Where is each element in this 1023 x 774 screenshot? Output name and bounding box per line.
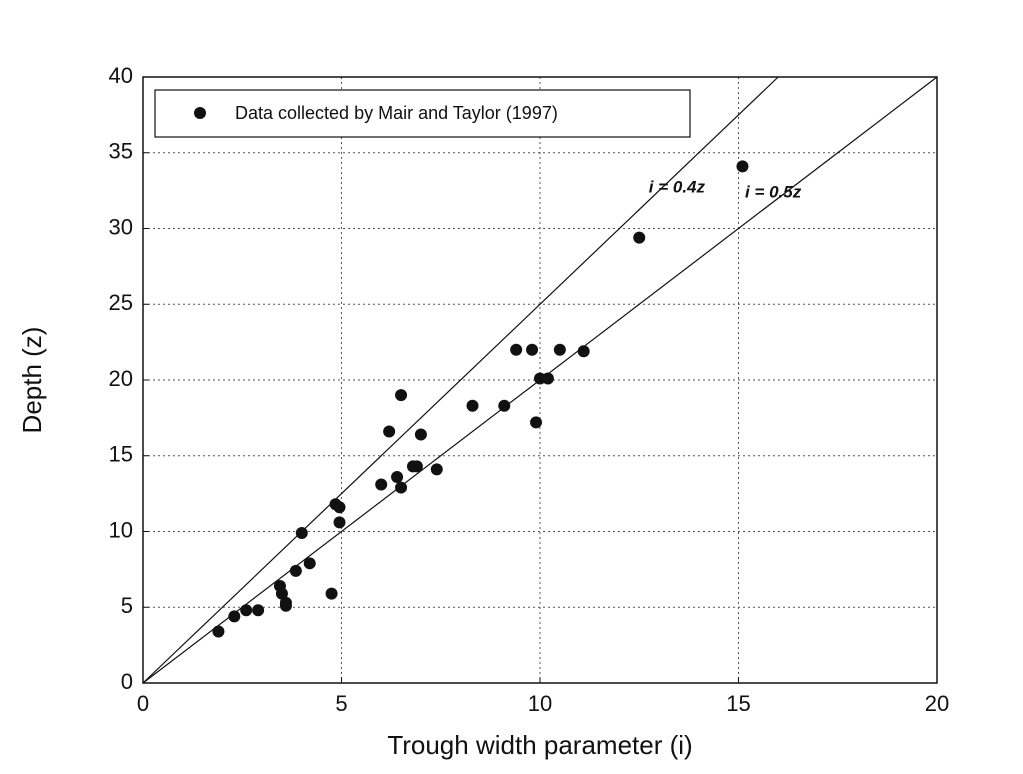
x-tick-label: 10 [528,691,552,716]
y-tick-label: 30 [109,214,133,239]
line-label: i = 0.4z [649,177,706,196]
data-point [325,587,338,600]
data-point [375,478,388,491]
data-point [498,399,511,412]
plot-frame [142,76,938,684]
line-label: i = 0.5z [745,182,802,201]
data-point [530,416,543,429]
legend-label: Data collected by Mair and Taylor (1997) [235,103,558,123]
y-tick-label: 5 [121,593,133,618]
data-point [383,425,396,438]
data-point [430,463,443,476]
y-tick-label: 40 [109,63,133,88]
y-tick-label: 25 [109,290,133,315]
data-point [240,604,253,617]
y-tick-label: 15 [109,442,133,467]
y-axis-label: Depth (z) [17,327,47,434]
y-tick-label: 20 [109,366,133,391]
data-point [395,389,408,402]
data-point [466,399,479,412]
reference-line [142,76,779,684]
y-tick-label: 35 [109,139,133,164]
data-point [228,610,241,623]
data-point [414,428,427,441]
data-point [212,625,225,638]
y-tick-label: 10 [109,517,133,542]
data-point [333,516,346,529]
x-tick-label: 15 [726,691,750,716]
data-point [391,470,404,483]
x-axis-label: Trough width parameter (i) [387,730,692,760]
x-tick-label: 20 [925,691,949,716]
x-tick-label: 5 [335,691,347,716]
data-point [410,460,423,473]
data-point [333,501,346,514]
data-point [526,343,539,356]
y-tick-label: 0 [121,669,133,694]
legend-box [154,89,691,138]
data-point [736,160,749,173]
data-point [279,599,292,612]
reference-line [142,76,938,684]
data-point [303,557,316,570]
x-tick-label: 0 [137,691,149,716]
data-point [295,527,308,540]
legend-marker [194,107,206,119]
data-point [395,481,408,494]
data-point [633,231,646,244]
data-point [252,604,265,617]
data-point [275,587,288,600]
data-point [510,343,523,356]
data-point [553,343,566,356]
